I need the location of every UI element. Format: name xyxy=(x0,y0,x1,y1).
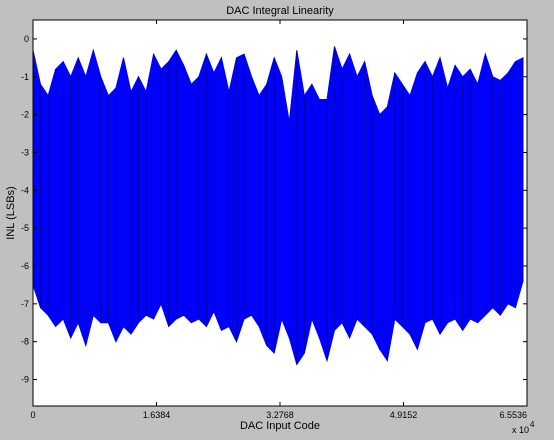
y-tick-label: -1 xyxy=(21,72,29,82)
chart-title: DAC Integral Linearity xyxy=(226,5,334,17)
x-tick-label: 1.6384 xyxy=(143,410,171,420)
y-tick-label: -2 xyxy=(21,110,29,120)
x-tick-label: 3.2768 xyxy=(266,410,294,420)
data-series-envelope xyxy=(32,46,524,366)
y-tick-label: -5 xyxy=(21,223,29,233)
y-tick-label: -8 xyxy=(21,337,29,347)
y-tick-label: -9 xyxy=(21,375,29,385)
y-tick-label: -4 xyxy=(21,185,29,195)
x-tick-label: 6.5536 xyxy=(499,410,527,420)
y-tick-label: -7 xyxy=(21,299,29,309)
x-exponent-power: 4 xyxy=(530,420,535,429)
y-axis-ticks: 0 -1 -2 -3 -4 -5 -6 -7 -8 -9 xyxy=(21,34,527,385)
y-tick-label: 0 xyxy=(24,34,29,44)
y-axis-label: INL (LSBs) xyxy=(5,186,17,239)
x-exponent-label: x 10 xyxy=(512,425,529,435)
x-tick-label: 4.9152 xyxy=(390,410,418,420)
x-axis-label: DAC Input Code xyxy=(240,420,320,432)
y-tick-label: -3 xyxy=(21,147,29,157)
data-layer xyxy=(32,46,524,366)
y-tick-label: -6 xyxy=(21,261,29,271)
x-axis-ticks: 0 1.6384 3.2768 4.9152 6.5536 xyxy=(30,20,528,420)
x-tick-label: 0 xyxy=(30,410,35,420)
